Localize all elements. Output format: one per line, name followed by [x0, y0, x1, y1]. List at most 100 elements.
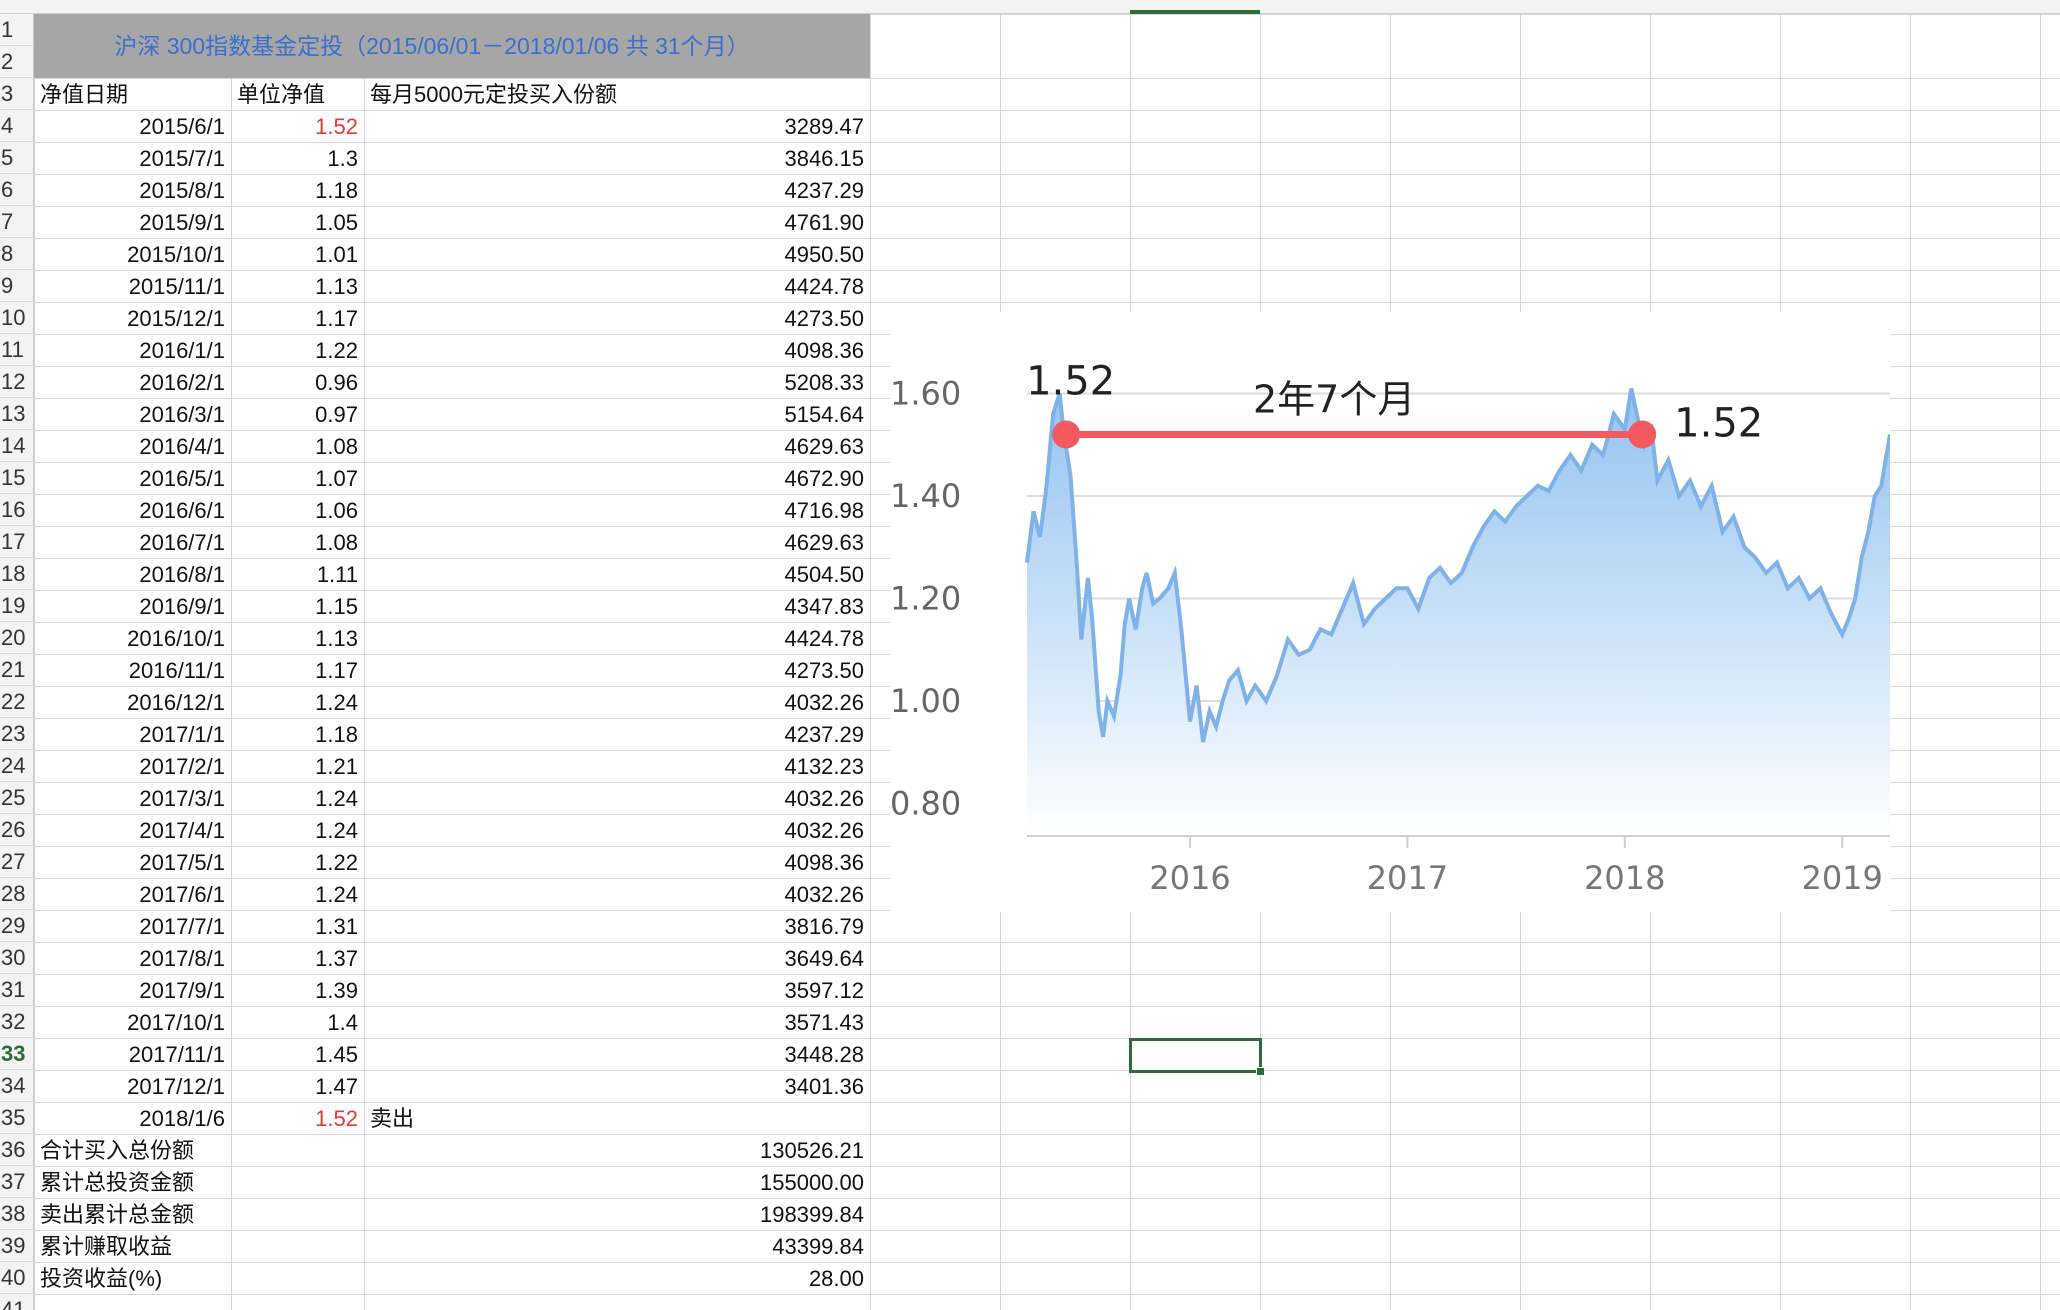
cell-nav-date[interactable]: 2017/4/1 [139, 818, 225, 843]
cell-shares[interactable]: 4132.23 [784, 754, 864, 779]
row-number[interactable]: 8 [0, 238, 34, 270]
row-number[interactable]: 21 [0, 654, 34, 686]
cell-shares[interactable]: 4629.63 [784, 530, 864, 555]
cell-nav-date[interactable]: 2016/6/1 [139, 498, 225, 523]
row-number[interactable]: 2 [0, 46, 34, 78]
cell-unit-nav[interactable]: 0.97 [315, 402, 358, 427]
cell-unit-nav[interactable]: 1.22 [315, 850, 358, 875]
cell-shares[interactable]: 4424.78 [784, 626, 864, 651]
row-number[interactable]: 34 [0, 1070, 34, 1102]
row-number[interactable]: 5 [0, 142, 34, 174]
cell-shares[interactable]: 4273.50 [784, 658, 864, 683]
cell-nav-date[interactable]: 2017/12/1 [127, 1074, 225, 1099]
row-number[interactable]: 29 [0, 910, 34, 942]
cell-unit-nav[interactable]: 1.21 [315, 754, 358, 779]
cell-shares[interactable]: 3448.28 [784, 1042, 864, 1067]
row-number[interactable]: 35 [0, 1102, 34, 1134]
cell-unit-nav[interactable]: 1.52 [315, 1106, 358, 1131]
summary-label[interactable]: 卖出累计总金额 [40, 1202, 195, 1227]
cell-unit-nav[interactable]: 1.45 [315, 1042, 358, 1067]
cell-nav-date[interactable]: 2017/6/1 [139, 882, 225, 907]
cell-shares[interactable]: 3289.47 [784, 114, 864, 139]
cell-nav-date[interactable]: 2015/11/1 [128, 274, 225, 299]
cell-unit-nav[interactable]: 1.01 [315, 242, 358, 267]
cell-shares[interactable]: 4347.83 [784, 594, 864, 619]
cell-shares[interactable]: 4032.26 [784, 882, 864, 907]
cell-unit-nav[interactable]: 1.24 [315, 690, 358, 715]
cell-nav-date[interactable]: 2016/12/1 [127, 690, 225, 715]
cell-unit-nav[interactable]: 1.15 [315, 594, 358, 619]
row-number[interactable]: 24 [0, 750, 34, 782]
cell-nav-date[interactable]: 2015/6/1 [139, 114, 225, 139]
header-monthly-shares[interactable]: 每月5000元定投买入份额 [370, 82, 617, 107]
cell-shares[interactable]: 4098.36 [784, 850, 864, 875]
cell-shares[interactable]: 4716.98 [784, 498, 864, 523]
cell-unit-nav[interactable]: 1.24 [315, 786, 358, 811]
cell-shares[interactable]: 4032.26 [784, 690, 864, 715]
cell-shares[interactable]: 3846.15 [784, 146, 864, 171]
cell-nav-date[interactable]: 2017/1/1 [139, 722, 225, 747]
cell-nav-date[interactable]: 2016/9/1 [139, 594, 225, 619]
row-number[interactable]: 15 [0, 462, 34, 494]
row-number[interactable]: 19 [0, 590, 34, 622]
cell-shares[interactable]: 4629.63 [784, 434, 864, 459]
summary-value[interactable]: 43399.84 [772, 1234, 864, 1259]
cell-shares[interactable]: 4672.90 [784, 466, 864, 491]
cell-shares[interactable]: 4424.78 [784, 274, 864, 299]
cell-nav-date[interactable]: 2017/9/1 [139, 978, 225, 1003]
row-number[interactable]: 36 [0, 1134, 34, 1166]
column-header-strip[interactable] [0, 0, 2060, 14]
row-number[interactable]: 41 [0, 1294, 34, 1310]
cell-unit-nav[interactable]: 1.39 [315, 978, 358, 1003]
summary-label[interactable]: 累计赚取收益 [40, 1234, 173, 1259]
cell-nav-date[interactable]: 2016/11/1 [128, 658, 225, 683]
cell-nav-date[interactable]: 2018/1/6 [139, 1106, 225, 1131]
fill-handle[interactable] [1256, 1067, 1265, 1076]
cell-shares[interactable]: 4761.90 [784, 210, 864, 235]
cell-unit-nav[interactable]: 1.37 [315, 946, 358, 971]
cell-nav-date[interactable]: 2016/3/1 [139, 402, 225, 427]
row-number[interactable]: 4 [0, 110, 34, 142]
row-number[interactable]: 40 [0, 1262, 34, 1294]
cell-unit-nav[interactable]: 1.06 [315, 498, 358, 523]
row-number[interactable]: 7 [0, 206, 34, 238]
cell-unit-nav[interactable]: 1.4 [327, 1010, 358, 1035]
cell-unit-nav[interactable]: 1.3 [327, 146, 358, 171]
cell-nav-date[interactable]: 2015/7/1 [139, 146, 225, 171]
cell-unit-nav[interactable]: 1.18 [315, 178, 358, 203]
cell-shares[interactable]: 4237.29 [784, 178, 864, 203]
cell-shares[interactable]: 3649.64 [784, 946, 864, 971]
summary-label[interactable]: 投资收益(%) [40, 1266, 163, 1291]
cell-unit-nav[interactable]: 1.13 [315, 626, 358, 651]
cell-nav-date[interactable]: 2016/1/1 [139, 338, 225, 363]
cell-nav-date[interactable]: 2016/7/1 [139, 530, 225, 555]
cell-unit-nav[interactable]: 1.31 [315, 914, 358, 939]
summary-label[interactable]: 累计总投资金额 [40, 1170, 195, 1195]
cell-unit-nav[interactable]: 1.24 [315, 882, 358, 907]
cell-nav-date[interactable]: 2017/5/1 [139, 850, 225, 875]
cell-shares[interactable]: 4098.36 [784, 338, 864, 363]
row-number[interactable]: 12 [0, 366, 34, 398]
cell-shares[interactable]: 4032.26 [784, 818, 864, 843]
row-number[interactable]: 13 [0, 398, 34, 430]
header-unit-nav[interactable]: 单位净值 [237, 82, 326, 107]
summary-value[interactable]: 130526.21 [760, 1138, 864, 1163]
row-number[interactable]: 11 [0, 334, 34, 366]
row-number[interactable]: 9 [0, 270, 34, 302]
summary-value[interactable]: 155000.00 [760, 1170, 864, 1195]
row-number-column[interactable]: 1 2 3 4 5 6 7 8 9 10 11 12 13 14 15 16 17 18 19 20 21 22 23 24 2… [0, 14, 34, 1310]
cell-unit-nav[interactable]: 1.11 [316, 562, 358, 587]
row-number[interactable]: 14 [0, 430, 34, 462]
cell-nav-date[interactable]: 2016/5/1 [139, 466, 225, 491]
cell-unit-nav[interactable]: 1.17 [315, 658, 358, 683]
row-number[interactable]: 39 [0, 1230, 34, 1262]
row-number[interactable]: 27 [0, 846, 34, 878]
cell-unit-nav[interactable]: 1.52 [315, 114, 358, 139]
row-number[interactable]: 22 [0, 686, 34, 718]
row-number[interactable]: 30 [0, 942, 34, 974]
row-number[interactable]: 31 [0, 974, 34, 1006]
header-nav-date[interactable]: 净值日期 [40, 82, 129, 107]
cell-nav-date[interactable]: 2016/4/1 [139, 434, 225, 459]
cell-nav-date[interactable]: 2017/8/1 [139, 946, 225, 971]
selected-cell[interactable] [1129, 1038, 1265, 1076]
